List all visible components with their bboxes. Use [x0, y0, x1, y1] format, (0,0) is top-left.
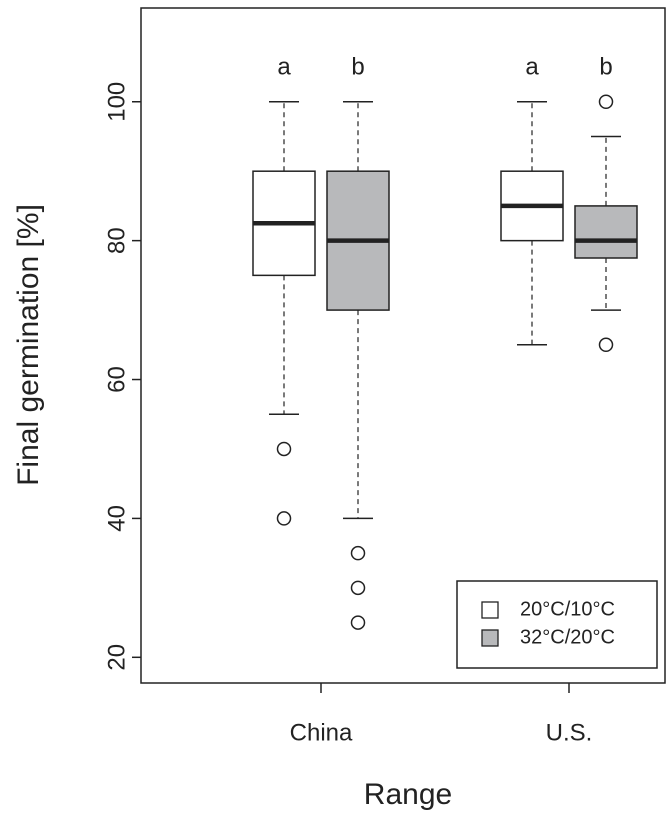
y-axis-label: Final germination [%] — [12, 204, 45, 486]
significance-letter: b — [599, 53, 612, 80]
plot-frame — [140, 7, 666, 684]
y-tick-label: 100 — [103, 82, 130, 122]
x-tick-label: China — [290, 719, 353, 746]
outlier — [350, 545, 366, 561]
y-tick-label: 80 — [103, 227, 130, 254]
legend-swatch — [481, 629, 499, 647]
significance-letter: a — [277, 53, 291, 80]
significance-letter: b — [351, 53, 364, 80]
outlier — [598, 337, 614, 353]
legend-box — [456, 580, 658, 669]
legend-label: 32°C/20°C — [520, 626, 615, 648]
outlier — [276, 511, 292, 526]
significance-letter: a — [525, 53, 539, 80]
x-axis-label: Range — [364, 778, 452, 811]
outlier — [598, 94, 614, 109]
box — [574, 205, 638, 259]
outlier — [350, 580, 366, 596]
legend-swatch — [481, 601, 499, 619]
x-tick-label: U.S. — [546, 719, 593, 746]
y-tick-label: 20 — [103, 644, 130, 671]
y-tick-label: 40 — [103, 505, 130, 532]
outlier — [350, 615, 366, 630]
legend-label: 20°C/10°C — [520, 598, 615, 620]
outlier — [276, 441, 292, 457]
y-tick-label: 60 — [103, 366, 130, 393]
